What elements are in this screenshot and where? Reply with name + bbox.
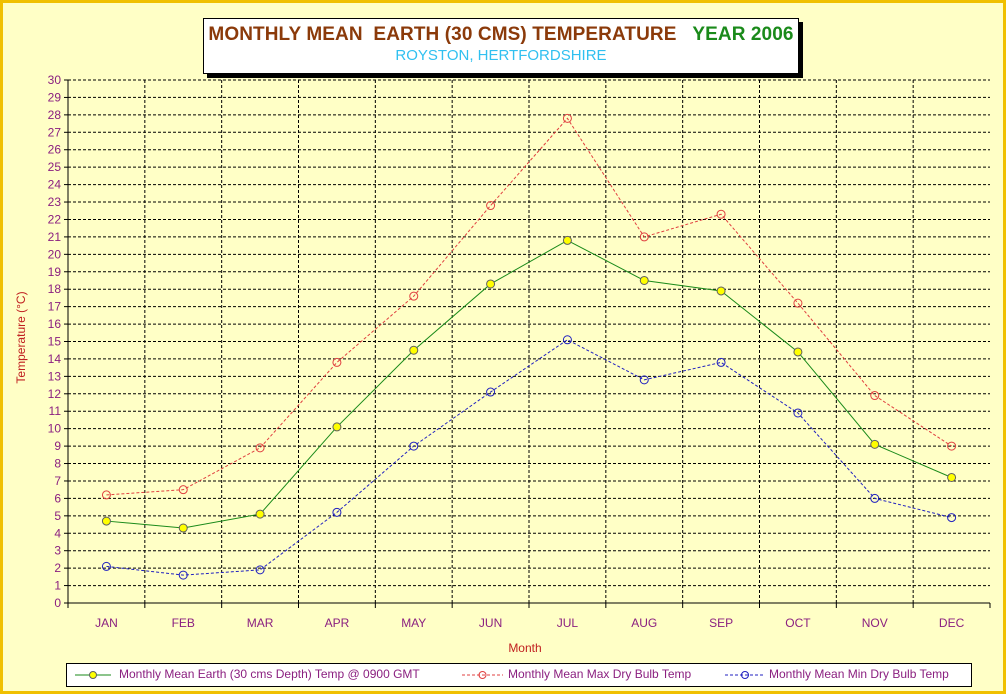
data-point-max bbox=[639, 232, 649, 242]
data-point-earth bbox=[101, 516, 111, 526]
x-tick-label: MAY bbox=[401, 616, 426, 630]
x-tick-label: FEB bbox=[172, 616, 195, 630]
y-tick-label: 21 bbox=[48, 230, 62, 244]
y-tick-label: 29 bbox=[48, 90, 62, 104]
data-point-earth bbox=[639, 275, 649, 285]
y-tick-label: 27 bbox=[48, 125, 62, 139]
y-tick-label: 24 bbox=[48, 178, 62, 192]
y-tick-label: 8 bbox=[54, 457, 61, 471]
y-tick-label: 12 bbox=[48, 387, 62, 401]
data-point-earth bbox=[486, 279, 496, 289]
data-point-min bbox=[947, 513, 957, 523]
y-tick-label: 9 bbox=[54, 439, 61, 453]
y-tick-label: 10 bbox=[48, 422, 62, 436]
y-tick-label: 5 bbox=[54, 509, 61, 523]
data-point-min bbox=[101, 561, 111, 571]
legend: Monthly Mean Earth (30 cms Depth) Temp @… bbox=[66, 663, 972, 687]
y-tick-label: 30 bbox=[48, 73, 62, 87]
y-axis-label: Temperature (°C) bbox=[14, 291, 28, 383]
data-point-min bbox=[639, 375, 649, 385]
y-tick-label: 7 bbox=[54, 474, 61, 488]
y-tick-label: 20 bbox=[48, 247, 62, 261]
data-point-min bbox=[178, 570, 188, 580]
data-point-earth bbox=[562, 235, 572, 245]
x-axis-label: Month bbox=[508, 641, 541, 655]
y-tick-label: 4 bbox=[54, 526, 61, 540]
data-point-max bbox=[870, 391, 880, 401]
data-point-min bbox=[409, 441, 419, 451]
legend-label-max: Monthly Mean Max Dry Bulb Temp bbox=[508, 667, 692, 681]
data-point-earth bbox=[255, 509, 265, 519]
y-tick-label: 13 bbox=[48, 369, 62, 383]
series-line-max bbox=[106, 117, 952, 496]
x-tick-label: OCT bbox=[785, 616, 811, 630]
data-point-max bbox=[409, 291, 419, 301]
y-tick-label: 16 bbox=[48, 317, 62, 331]
y-tick-label: 2 bbox=[54, 561, 61, 575]
data-point-min bbox=[870, 493, 880, 503]
x-tick-label: SEP bbox=[709, 616, 733, 630]
chart-title: MONTHLY MEAN EARTH (30 CMS) TEMPERATURE … bbox=[204, 24, 798, 46]
data-point-min bbox=[486, 387, 496, 397]
legend-label-min: Monthly Mean Min Dry Bulb Temp bbox=[769, 667, 949, 681]
data-point-earth bbox=[716, 286, 726, 296]
data-point-max bbox=[793, 298, 803, 308]
data-point-min bbox=[255, 565, 265, 575]
y-tick-label: 18 bbox=[48, 282, 62, 296]
data-point-max bbox=[947, 441, 957, 451]
y-tick-label: 11 bbox=[49, 404, 62, 418]
data-point-earth bbox=[793, 347, 803, 357]
chart-title-main: MONTHLY MEAN EARTH (30 CMS) TEMPERATURE bbox=[208, 24, 677, 45]
data-point-max bbox=[332, 357, 342, 367]
data-point-earth bbox=[409, 345, 419, 355]
y-tick-label: 28 bbox=[48, 108, 62, 122]
y-tick-label: 1 bbox=[54, 579, 61, 593]
y-tick-label: 3 bbox=[54, 544, 61, 558]
x-tick-label: NOV bbox=[862, 616, 888, 630]
chart-title-box: MONTHLY MEAN EARTH (30 CMS) TEMPERATURE … bbox=[203, 18, 799, 74]
legend-markers bbox=[75, 671, 765, 679]
x-tick-label: APR bbox=[325, 616, 350, 630]
x-tick-label: JUN bbox=[479, 616, 502, 630]
chart-title-year: YEAR 2006 bbox=[692, 24, 794, 45]
data-point-max bbox=[255, 443, 265, 453]
data-point-earth bbox=[947, 472, 957, 482]
y-tick-label: 15 bbox=[48, 335, 62, 349]
data-point-earth bbox=[178, 523, 188, 533]
legend-marker-min bbox=[741, 671, 749, 679]
y-tick-label: 14 bbox=[48, 352, 62, 366]
x-tick-label: AUG bbox=[631, 616, 657, 630]
legend-marker-earth bbox=[89, 671, 97, 679]
x-tick-label: DEC bbox=[939, 616, 965, 630]
data-point-min bbox=[562, 335, 572, 345]
series-line-min bbox=[106, 339, 952, 576]
y-tick-label: 6 bbox=[54, 491, 61, 505]
chart-subtitle: ROYSTON, HERTFORDSHIRE bbox=[395, 47, 607, 64]
legend-label-earth: Monthly Mean Earth (30 cms Depth) Temp @… bbox=[119, 667, 420, 681]
y-tick-label: 19 bbox=[48, 265, 62, 279]
data-point-max bbox=[486, 201, 496, 211]
legend-marker-max bbox=[478, 671, 487, 679]
y-tick-label: 26 bbox=[48, 143, 62, 157]
data-point-max bbox=[101, 490, 111, 500]
series-line-earth bbox=[106, 239, 952, 529]
x-tick-label: MAR bbox=[247, 616, 274, 630]
data-point-earth bbox=[332, 422, 342, 432]
x-tick-label: JAN bbox=[95, 616, 118, 630]
y-tick-label: 17 bbox=[48, 300, 62, 314]
data-point-earth bbox=[870, 439, 880, 449]
data-point-min bbox=[793, 408, 803, 418]
data-point-min bbox=[332, 507, 342, 517]
x-tick-label: JUL bbox=[557, 616, 579, 630]
data-point-max bbox=[716, 209, 726, 219]
y-tick-label: 22 bbox=[48, 212, 62, 226]
data-point-min bbox=[716, 357, 726, 367]
y-tick-label: 23 bbox=[48, 195, 62, 209]
data-point-max bbox=[178, 485, 188, 495]
data-point-max bbox=[562, 113, 572, 123]
y-tick-label: 0 bbox=[54, 596, 61, 610]
y-tick-label: 25 bbox=[48, 160, 62, 174]
